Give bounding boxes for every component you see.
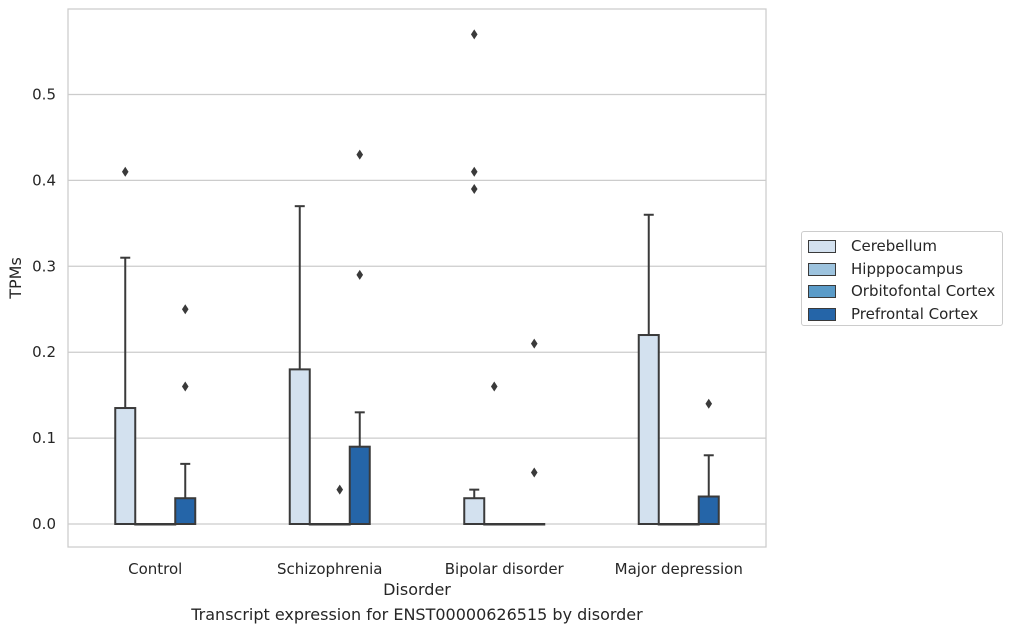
box-body bbox=[637, 334, 660, 525]
box-hipppocampus-bipolar-disorder bbox=[483, 381, 506, 526]
box-cerebellum-major-depression bbox=[637, 213, 660, 525]
plot-boxes bbox=[114, 29, 720, 526]
y-tick-label: 0.4 bbox=[32, 171, 56, 189]
outlier-point bbox=[181, 304, 189, 315]
x-tick-label: Major depression bbox=[615, 560, 743, 578]
legend-swatch-hipppocampus bbox=[808, 262, 836, 276]
box-hipppocampus-major-depression bbox=[657, 523, 680, 526]
outlier-point bbox=[530, 467, 538, 478]
legend-swatch-prefrontal-cortex bbox=[808, 307, 836, 321]
box-cerebellum-control bbox=[114, 166, 137, 525]
box-body bbox=[697, 495, 720, 525]
box-prefrontal-cortex-bipolar-disorder bbox=[523, 338, 546, 526]
outlier-point bbox=[530, 338, 538, 349]
box-hipppocampus-control bbox=[134, 523, 157, 526]
legend-item-hipppocampus: Hipppocampus bbox=[808, 259, 963, 279]
box-body bbox=[114, 407, 137, 525]
outlier-point bbox=[470, 183, 478, 194]
outlier-point bbox=[705, 398, 713, 409]
legend-label-orbitofontal-cortex: Orbitofontal Cortex bbox=[851, 282, 996, 300]
legend-item-cerebellum: Cerebellum bbox=[808, 236, 937, 256]
outlier-point bbox=[470, 166, 478, 177]
plot-area-frame bbox=[67, 8, 767, 548]
legend-swatch-cerebellum bbox=[808, 239, 836, 253]
legend-label-prefrontal-cortex: Prefrontal Cortex bbox=[851, 305, 979, 323]
x-tick-label: Schizophrenia bbox=[277, 560, 382, 578]
box-body bbox=[348, 445, 371, 525]
y-tick-label: 0.5 bbox=[32, 86, 56, 104]
box-hipppocampus-schizophrenia bbox=[308, 523, 331, 526]
legend: Cerebellum Hipppocampus Orbitofontal Cor… bbox=[801, 231, 1003, 326]
legend-label-cerebellum: Cerebellum bbox=[851, 237, 937, 255]
box-orbitofontal-cortex-bipolar-disorder bbox=[503, 523, 526, 526]
chart-caption: Transcript expression for ENST0000062651… bbox=[191, 605, 643, 624]
grid-lines bbox=[68, 93, 766, 525]
box-cerebellum-bipolar-disorder bbox=[463, 29, 486, 526]
x-tick-label: Control bbox=[128, 560, 182, 578]
legend-item-prefrontal-cortex: Prefrontal Cortex bbox=[808, 304, 978, 324]
box-orbitofontal-cortex-schizophrenia bbox=[328, 484, 351, 526]
box-prefrontal-cortex-schizophrenia bbox=[348, 149, 371, 525]
outlier-point bbox=[181, 381, 189, 392]
box-prefrontal-cortex-major-depression bbox=[697, 398, 720, 525]
box-body bbox=[174, 497, 197, 526]
outlier-point bbox=[356, 149, 364, 160]
y-tick-label: 0.2 bbox=[32, 343, 56, 361]
outlier-point bbox=[356, 269, 364, 280]
x-axis-label: Disorder bbox=[383, 580, 451, 599]
y-axis-label: TPMs bbox=[6, 257, 25, 300]
y-tick-label: 0.3 bbox=[32, 257, 56, 275]
axis-ticks: 0.0 0.1 0.2 0.3 0.4 0.5 Control Schizophrenia Bi… bbox=[32, 86, 743, 579]
y-tick-label: 0.1 bbox=[32, 429, 56, 447]
box-cerebellum-schizophrenia bbox=[288, 205, 311, 525]
x-tick-label: Bipolar disorder bbox=[445, 560, 565, 578]
outlier-point bbox=[336, 484, 344, 495]
legend-label-hipppocampus: Hipppocampus bbox=[851, 260, 964, 278]
outlier-point bbox=[470, 29, 478, 40]
box-prefrontal-cortex-control bbox=[174, 304, 197, 526]
outlier-point bbox=[121, 166, 129, 177]
box-body bbox=[463, 497, 486, 526]
y-tick-label: 0.0 bbox=[32, 515, 56, 533]
legend-item-orbitofontal-cortex: Orbitofontal Cortex bbox=[808, 281, 995, 301]
outlier-point bbox=[490, 381, 498, 392]
box-body bbox=[288, 368, 311, 525]
box-orbitofontal-cortex-control bbox=[154, 523, 177, 526]
legend-swatch-orbitofontal-cortex bbox=[808, 284, 836, 298]
box-orbitofontal-cortex-major-depression bbox=[677, 523, 700, 526]
